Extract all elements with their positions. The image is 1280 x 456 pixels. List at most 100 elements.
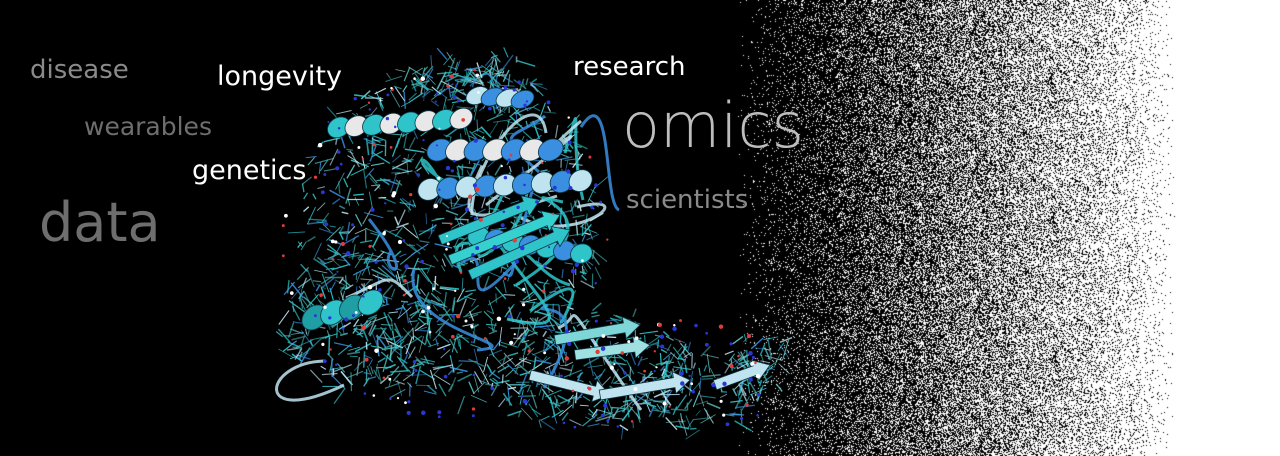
side-chain-bond [364, 227, 378, 234]
side-chain-bond [443, 291, 447, 311]
side-chain-bond [388, 379, 392, 387]
side-chain-bond [504, 305, 514, 318]
side-chain-bond [505, 369, 514, 378]
beta-strand [598, 371, 691, 401]
side-chain-bond [383, 312, 393, 331]
side-chain-bond [406, 154, 410, 165]
side-chain-bond [392, 372, 401, 382]
atom [599, 200, 603, 204]
side-chain-bond [554, 124, 559, 139]
side-chain-bond [632, 308, 637, 318]
side-chain-bond [393, 85, 402, 90]
atom [345, 251, 351, 256]
side-chain-bond [360, 278, 373, 281]
side-chain-bond [326, 330, 331, 340]
side-chain-bond [656, 403, 661, 410]
side-chain-bond [488, 369, 496, 378]
atom [568, 186, 573, 191]
side-chain-bond [579, 404, 589, 407]
atom [385, 116, 390, 121]
side-chain-bond [496, 84, 515, 87]
side-chain-bond [576, 391, 584, 401]
side-chain-bond [501, 374, 504, 384]
side-chain-bond [367, 314, 378, 320]
side-chain-bond [548, 340, 562, 352]
side-chain-bond [449, 338, 459, 354]
side-chain-bond [353, 318, 360, 328]
side-chain-bond [379, 177, 390, 186]
side-chain-bond [396, 129, 404, 148]
side-chain-bond [408, 200, 411, 213]
side-chain-bond [665, 417, 678, 431]
side-chain-bond [350, 167, 368, 176]
side-chain-bond [306, 206, 316, 225]
side-chain-bond [468, 381, 475, 395]
side-chain-bond [513, 215, 532, 219]
atom [437, 410, 442, 415]
side-chain-bond [354, 197, 360, 206]
side-chain-bond [647, 370, 653, 378]
side-chain-bond [441, 258, 446, 267]
atom [284, 213, 288, 218]
atom [412, 360, 416, 364]
side-chain-bond [464, 66, 483, 71]
side-chain-bond [777, 342, 785, 352]
side-chain-bond [679, 342, 692, 357]
side-chain-bond [420, 358, 436, 363]
side-chain-bond [288, 300, 306, 313]
side-chain-bond [471, 298, 477, 307]
side-chain-bond [648, 406, 655, 418]
side-chain-bond [579, 222, 587, 228]
side-chain-bond [445, 209, 459, 216]
atom [407, 400, 411, 404]
atom [420, 259, 424, 264]
side-chain-bond [556, 156, 573, 161]
atom [737, 354, 740, 358]
atom [745, 403, 749, 407]
side-chain-bond [629, 366, 632, 381]
side-chain-bond [389, 89, 401, 108]
side-chain-bond [296, 266, 310, 281]
atom [729, 342, 733, 346]
atom [525, 100, 529, 103]
side-chain-bond [490, 54, 498, 59]
side-chain-bond [587, 412, 594, 417]
atom [679, 371, 684, 376]
atom [492, 245, 497, 250]
atom [513, 333, 516, 336]
side-chain-bond [564, 262, 573, 265]
side-chain-bond [447, 383, 454, 392]
atom [653, 370, 656, 373]
atom [402, 239, 406, 242]
atom [455, 84, 458, 87]
side-chain-bond [660, 365, 666, 372]
side-chain-bond [409, 363, 423, 369]
atom [382, 231, 386, 236]
atom [567, 341, 572, 347]
side-chain-bond [423, 390, 437, 395]
side-chain-bond [353, 328, 363, 331]
atom [319, 293, 323, 297]
side-chain-bond [411, 67, 424, 75]
side-chain-bond [690, 427, 697, 430]
side-chain-bond [435, 338, 439, 347]
side-chain-bond [498, 326, 503, 347]
atom [472, 183, 477, 188]
side-chain-bond [702, 353, 719, 359]
side-chain-bond [502, 279, 507, 294]
side-chain-bond [365, 138, 370, 156]
side-chain-bond [692, 362, 696, 369]
side-chain-bond [605, 319, 617, 322]
atom [378, 288, 382, 292]
side-chain-bond [380, 326, 393, 341]
side-chain-bond [404, 148, 425, 153]
side-chain-bond [371, 333, 378, 347]
side-chain-bond [662, 330, 670, 338]
side-chain-bond [695, 400, 709, 406]
side-chain-bond [430, 100, 440, 107]
atom [323, 305, 327, 309]
side-chain-bond [416, 300, 429, 318]
atom [606, 419, 610, 423]
atom [475, 73, 480, 78]
side-chain-bond [640, 357, 648, 361]
